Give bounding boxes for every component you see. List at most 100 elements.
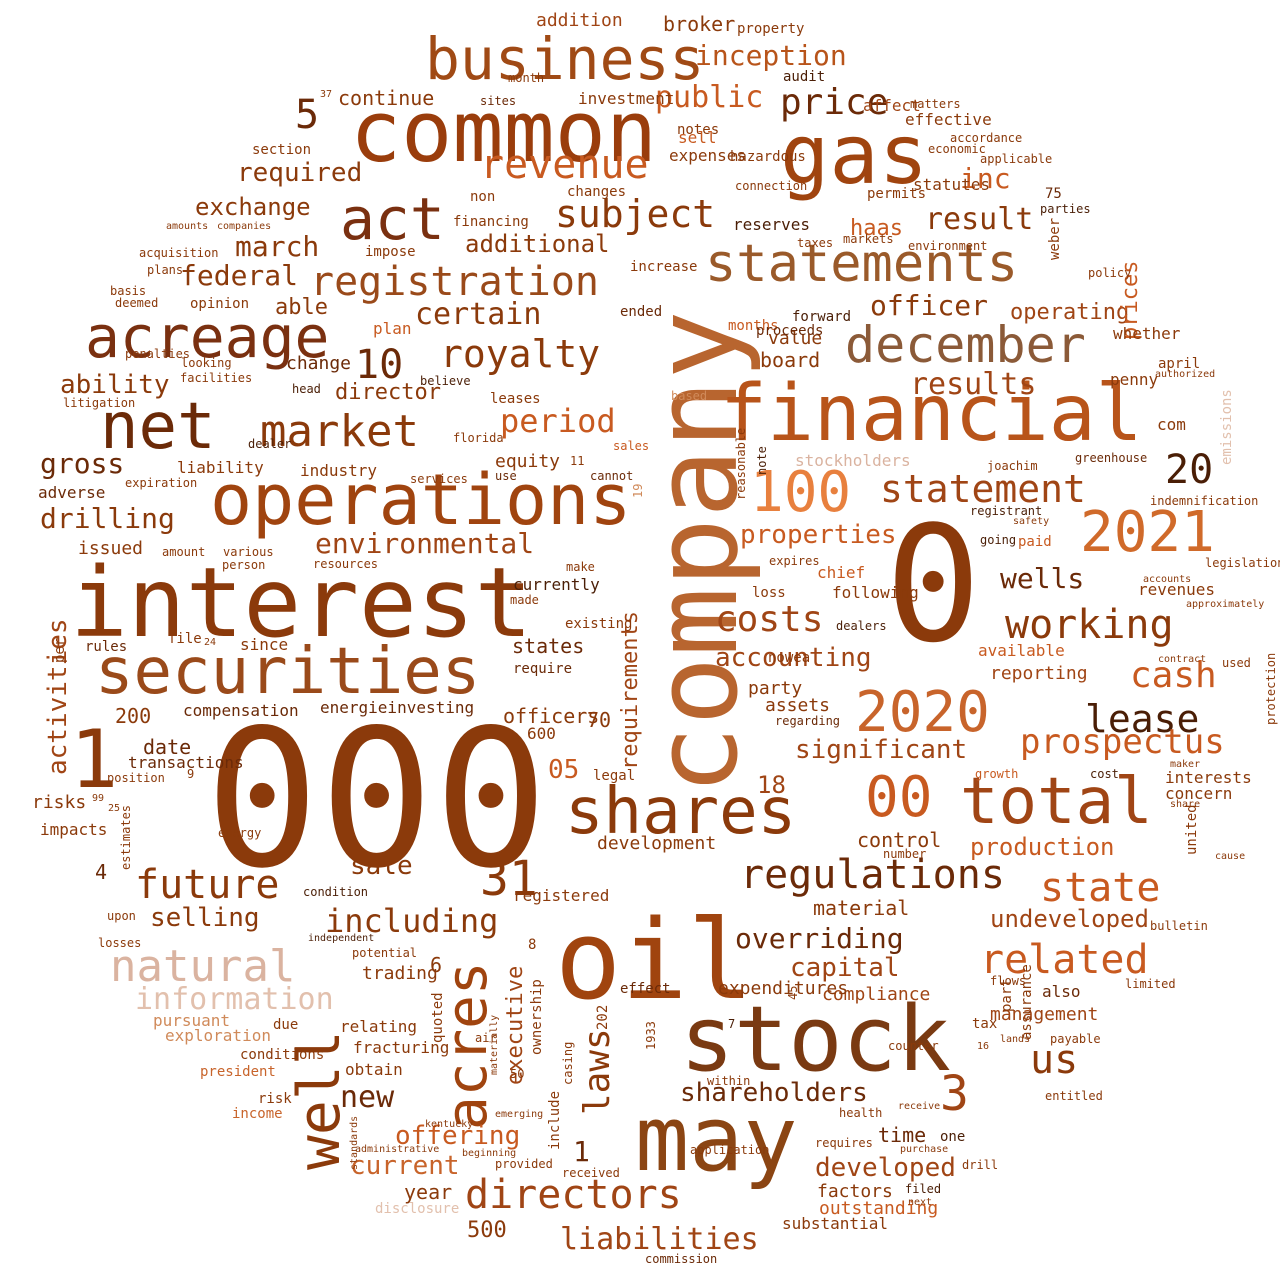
cloud-word: due xyxy=(273,1017,299,1033)
cloud-word: non xyxy=(470,189,496,205)
cloud-word: business xyxy=(425,25,705,93)
cloud-word: weber xyxy=(1047,217,1063,260)
cloud-word: receive xyxy=(898,1101,941,1112)
cloud-word: authorized xyxy=(1155,369,1216,380)
cloud-word: expires xyxy=(769,554,820,568)
cloud-word: matters xyxy=(910,97,961,111)
cloud-word: upon xyxy=(107,909,136,923)
cloud-word: 0 xyxy=(885,491,982,678)
cloud-word: may xyxy=(635,1087,798,1192)
cloud-word: trading xyxy=(362,963,438,984)
cloud-word: various xyxy=(223,545,274,559)
cloud-word: chief xyxy=(817,563,866,582)
cloud-word: next xyxy=(908,1197,933,1208)
cloud-word: looking xyxy=(181,356,232,370)
cloud-word: changes xyxy=(567,184,627,200)
cloud-word: united xyxy=(1184,804,1200,855)
cloud-word: royalty xyxy=(440,332,601,376)
cloud-word: sale xyxy=(350,851,413,881)
cloud-word: 8 xyxy=(528,937,537,953)
cloud-word: 500 xyxy=(467,1218,507,1243)
cloud-word: section xyxy=(252,142,312,158)
cloud-word: interest xyxy=(70,547,533,659)
cloud-word: lands xyxy=(1000,1034,1031,1045)
cloud-word: 200 xyxy=(115,704,152,728)
cloud-word: director xyxy=(335,380,441,405)
cloud-word: joachim xyxy=(987,459,1038,473)
cloud-word: whether xyxy=(1113,324,1181,343)
cloud-word: 20 xyxy=(1165,447,1214,493)
cloud-word: impose xyxy=(365,244,416,260)
cloud-word: also xyxy=(1042,982,1081,1001)
cloud-word: amounts xyxy=(166,221,209,232)
cloud-word: casing xyxy=(561,1041,575,1085)
cloud-word: taxes xyxy=(797,236,834,250)
cloud-word: entitled xyxy=(1045,1089,1103,1103)
cloud-word: required xyxy=(237,158,363,188)
cloud-word: resources xyxy=(313,557,379,571)
cloud-word: march xyxy=(235,230,320,263)
cloud-word: 24 xyxy=(204,637,217,648)
cloud-word: affect xyxy=(863,96,921,115)
cloud-word: 16 xyxy=(977,1041,990,1052)
cloud-word: loss xyxy=(752,585,786,601)
cloud-word: including xyxy=(325,902,499,940)
cloud-word: based xyxy=(671,389,708,403)
cloud-word: conditions xyxy=(240,1047,325,1063)
cloud-word: officers xyxy=(503,704,600,728)
cloud-word: months xyxy=(728,318,779,334)
cloud-word: counter xyxy=(888,1039,939,1053)
cloud-word: registered xyxy=(513,886,610,905)
cloud-word: kentucky xyxy=(425,1119,474,1130)
cloud-word: year xyxy=(404,1180,453,1204)
cloud-word: 05 xyxy=(548,755,580,785)
cloud-word: filed xyxy=(905,1182,942,1196)
cloud-word: registration xyxy=(310,259,599,305)
cloud-word: pursuant xyxy=(153,1011,231,1030)
cloud-word: significant xyxy=(795,735,968,765)
cloud-word: drill xyxy=(962,1158,999,1172)
cloud-word: public xyxy=(655,80,764,115)
cloud-word: subject xyxy=(555,192,716,236)
cloud-word: use xyxy=(495,469,517,483)
cloud-word: natural xyxy=(110,941,296,992)
cloud-word: litigation xyxy=(63,396,136,410)
cloud-word: 9 xyxy=(187,767,195,781)
cloud-word: results xyxy=(910,367,1037,402)
cloud-word: 6 xyxy=(430,953,443,977)
cloud-word: 31 xyxy=(480,851,538,907)
cloud-word: available xyxy=(978,641,1065,660)
cloud-word: liabilities xyxy=(560,1222,759,1257)
cloud-word: compliance xyxy=(822,984,931,1005)
cloud-word: requires xyxy=(815,1136,873,1150)
cloud-word: shareholders xyxy=(680,1078,868,1108)
cloud-word: protection xyxy=(1264,652,1278,725)
cloud-word: offering xyxy=(395,1121,521,1151)
cloud-word: effective xyxy=(905,110,992,129)
cloud-word: wells xyxy=(1000,562,1085,595)
cloud-word: penny xyxy=(1110,370,1159,389)
cloud-word: impacts xyxy=(40,820,108,839)
cloud-word: materially xyxy=(489,1014,500,1075)
cloud-word: working xyxy=(1005,602,1174,648)
cloud-word: environmental xyxy=(315,527,535,560)
cloud-word: purchase xyxy=(900,1144,949,1155)
cloud-word: accounts xyxy=(1143,574,1192,585)
cloud-word: properties xyxy=(740,520,897,550)
cloud-word: estimates xyxy=(119,804,133,870)
cloud-word: paid xyxy=(1018,534,1052,550)
cloud-word: independent xyxy=(308,933,375,944)
cloud-word: applicable xyxy=(980,152,1053,166)
cloud-word: income xyxy=(232,1106,283,1122)
cloud-word: continue xyxy=(338,86,435,110)
cloud-word: fracturing xyxy=(353,1038,450,1057)
cloud-word: additional xyxy=(465,230,610,258)
cloud-word: property xyxy=(737,21,805,37)
cloud-word: limited xyxy=(1125,977,1176,991)
cloud-word: total xyxy=(960,765,1153,839)
cloud-word: president xyxy=(200,1064,276,1080)
cloud-word: emissions xyxy=(1219,389,1235,465)
cloud-word: shares xyxy=(565,775,797,849)
cloud-word: assets xyxy=(765,695,831,716)
cloud-word: air xyxy=(475,1031,497,1045)
